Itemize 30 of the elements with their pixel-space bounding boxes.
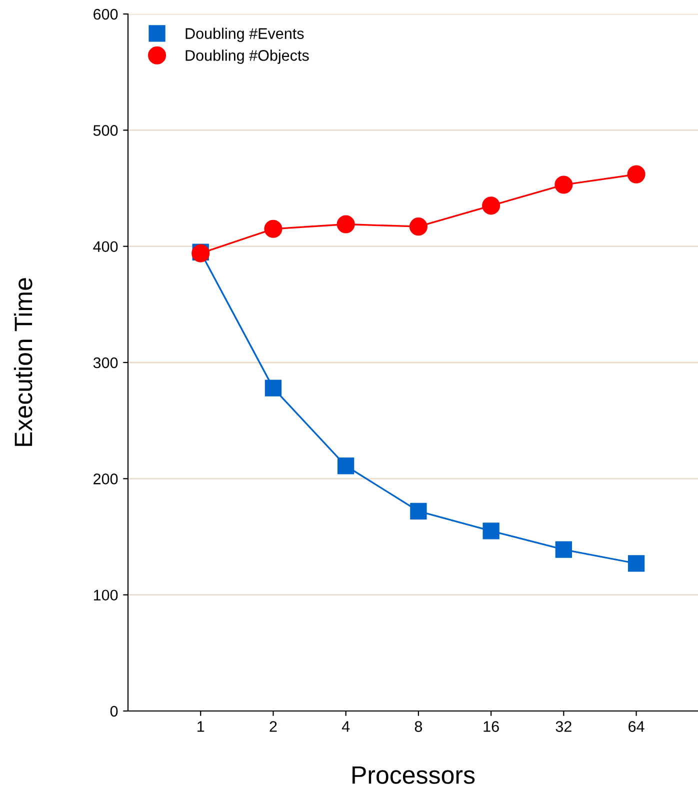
point	[336, 215, 355, 234]
point	[555, 541, 572, 558]
point	[482, 522, 500, 540]
y-tick-label: 600	[94, 8, 118, 20]
x-tick-label: 1	[198, 721, 204, 732]
point	[409, 218, 428, 236]
y-tick-label: 200	[94, 474, 118, 484]
y-tick-label: 100	[94, 590, 118, 601]
point	[628, 555, 645, 572]
x-tick-label: 2	[270, 721, 277, 732]
x-tick-label: 32	[556, 721, 572, 732]
point	[554, 176, 573, 194]
point	[410, 502, 427, 520]
point	[627, 165, 646, 184]
point	[338, 458, 354, 474]
x-tick-label: 16	[484, 721, 499, 732]
x-axis-title: Processors	[352, 766, 475, 784]
y-tick-label: 0	[110, 706, 118, 717]
point	[264, 380, 282, 396]
y-axis-title: Execution Time	[14, 278, 32, 446]
y-tick-label: 500	[93, 125, 118, 136]
legend-label: Doubling #Events	[186, 28, 304, 42]
point	[264, 220, 282, 238]
y-tick-label: 400	[93, 241, 118, 252]
legend-label: Doubling #Objects	[186, 50, 309, 64]
x-tick-label: 4	[342, 721, 350, 732]
y-tick-label: 300	[93, 357, 118, 368]
point	[482, 196, 500, 215]
x-tick-label: 8	[414, 721, 422, 732]
x-tick-label: 64	[628, 721, 644, 732]
